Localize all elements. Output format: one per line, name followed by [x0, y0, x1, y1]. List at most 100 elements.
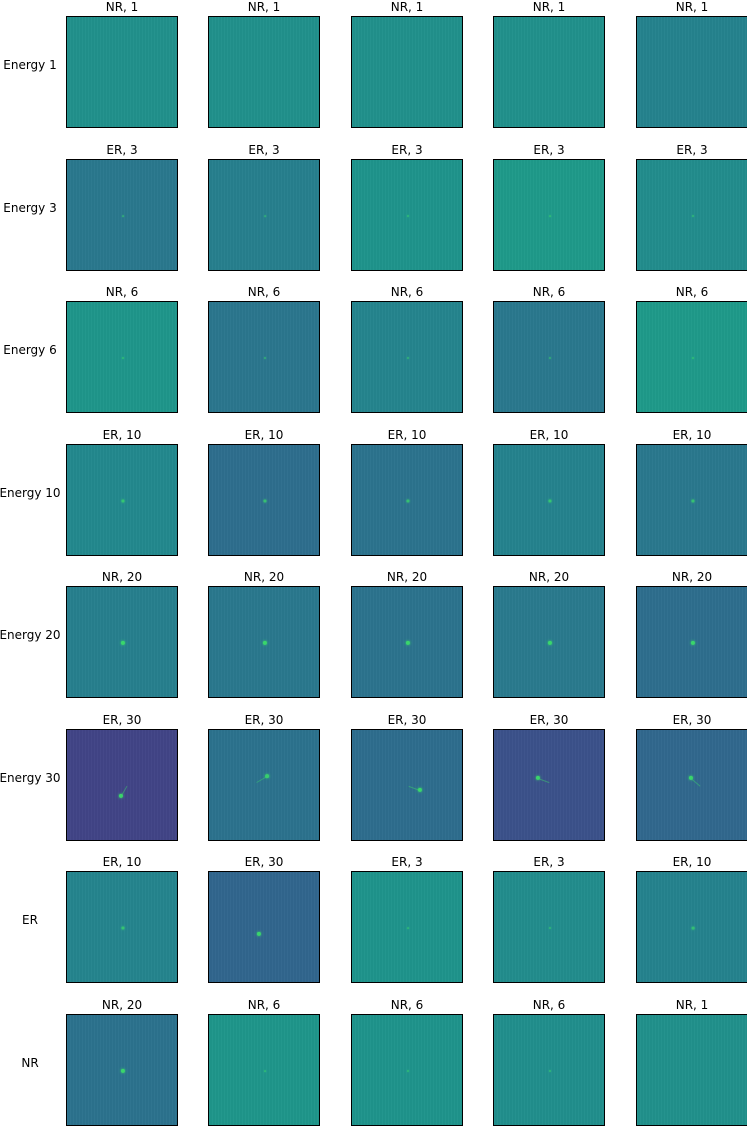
event-spot [548, 356, 552, 360]
panel-title: ER, 10 [529, 428, 569, 442]
image-panel [66, 16, 178, 128]
image-panel [208, 871, 320, 983]
panel-title: NR, 6 [532, 285, 566, 299]
panel-title: ER, 3 [391, 855, 423, 869]
event-spot [406, 356, 410, 360]
panel-title: ER, 10 [387, 428, 427, 442]
image-panel [351, 301, 463, 413]
image-panel [636, 16, 747, 128]
image-texture [494, 730, 604, 840]
image-texture [352, 872, 462, 982]
row-label: Energy 30 [0, 771, 61, 785]
image-panel [493, 871, 605, 983]
image-panel [66, 1014, 178, 1126]
panel-title: NR, 6 [390, 998, 424, 1012]
panel-title: ER, 30 [244, 855, 284, 869]
event-spot [549, 215, 551, 217]
event-spot [118, 793, 124, 799]
panel-title: NR, 1 [390, 0, 424, 14]
row-label: Energy 6 [3, 343, 57, 357]
panel-title: NR, 6 [105, 285, 139, 299]
image-texture [209, 17, 319, 127]
image-texture [209, 730, 319, 840]
row-label: Energy 10 [0, 486, 61, 500]
image-panel [208, 729, 320, 841]
panel-title: ER, 10 [672, 855, 712, 869]
image-panel [351, 444, 463, 556]
image-panel [636, 871, 747, 983]
row-label: Energy 3 [3, 201, 57, 215]
image-panel [66, 301, 178, 413]
panel-title: ER, 10 [672, 428, 712, 442]
panel-title: NR, 20 [243, 570, 285, 584]
image-texture [209, 872, 319, 982]
image-panel [636, 586, 747, 698]
image-texture [209, 160, 319, 270]
image-panel [636, 444, 747, 556]
panel-title: NR, 20 [528, 570, 570, 584]
panel-title: ER, 10 [102, 428, 142, 442]
panel-title: ER, 3 [676, 143, 708, 157]
image-panel [493, 729, 605, 841]
panel-title: NR, 1 [105, 0, 139, 14]
image-panel [66, 729, 178, 841]
image-panel [636, 301, 747, 413]
event-spot [263, 499, 267, 503]
image-texture [352, 17, 462, 127]
image-panel [493, 301, 605, 413]
event-spot [688, 775, 694, 781]
image-panel [66, 586, 178, 698]
panel-title: ER, 3 [391, 143, 423, 157]
event-spot [120, 1068, 126, 1074]
image-texture [67, 17, 177, 127]
image-panel [208, 586, 320, 698]
event-spot [121, 499, 125, 503]
image-panel [208, 16, 320, 128]
event-spot [122, 215, 124, 217]
event-spot [690, 640, 696, 646]
event-spot [691, 214, 695, 218]
image-texture [209, 1015, 319, 1125]
panel-title: NR, 20 [671, 570, 713, 584]
panel-title: NR, 6 [675, 285, 709, 299]
event-spot [691, 926, 695, 930]
panel-title: ER, 30 [529, 713, 569, 727]
event-spot [406, 214, 410, 218]
event-spot [120, 640, 126, 646]
image-panel [351, 871, 463, 983]
event-spot [548, 499, 552, 503]
panel-title: ER, 30 [387, 713, 427, 727]
event-spot [548, 926, 552, 930]
image-panel [636, 1014, 747, 1126]
event-spot [263, 356, 267, 360]
image-panel [351, 159, 463, 271]
event-spot [262, 640, 268, 646]
event-spot [407, 927, 409, 929]
panel-title: ER, 3 [248, 143, 280, 157]
image-texture [637, 1015, 747, 1125]
panel-title: NR, 1 [247, 0, 281, 14]
event-spot [547, 640, 553, 646]
image-panel [636, 729, 747, 841]
image-texture [637, 730, 747, 840]
panel-title: NR, 1 [532, 0, 566, 14]
image-panel [493, 16, 605, 128]
event-spot [121, 926, 125, 930]
panel-title: NR, 6 [532, 998, 566, 1012]
panel-title: ER, 10 [244, 428, 284, 442]
row-label: ER [22, 913, 38, 927]
event-spot [256, 931, 262, 937]
panel-title: NR, 6 [390, 285, 424, 299]
image-texture [67, 160, 177, 270]
panel-title: ER, 30 [102, 713, 142, 727]
panel-title: ER, 10 [102, 855, 142, 869]
image-texture [494, 17, 604, 127]
image-panel [351, 586, 463, 698]
event-spot [417, 787, 423, 793]
event-spot [265, 774, 269, 778]
event-spot [406, 499, 410, 503]
event-spot [535, 775, 541, 781]
panel-title: NR, 6 [247, 998, 281, 1012]
image-panel [208, 1014, 320, 1126]
